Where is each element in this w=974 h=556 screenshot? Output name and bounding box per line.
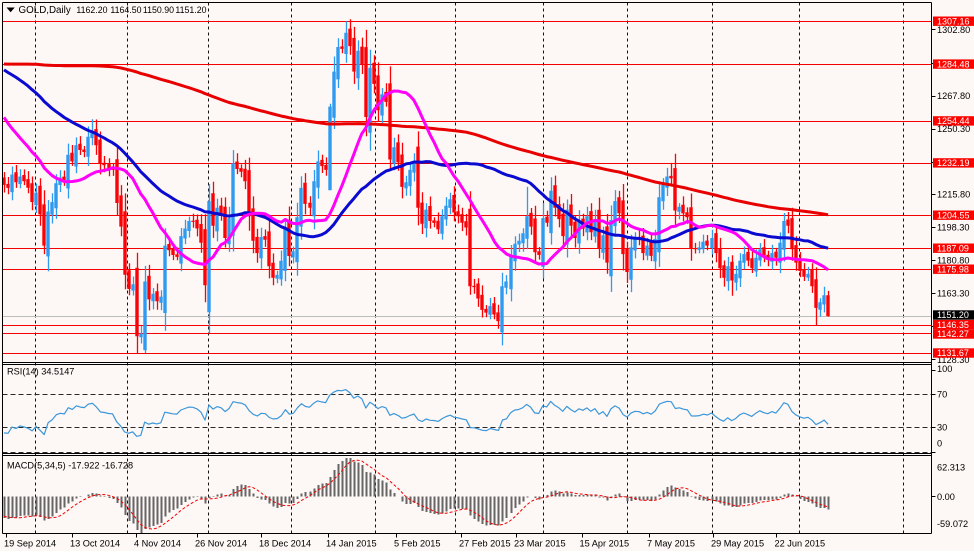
- svg-text:1254.44: 1254.44: [937, 116, 970, 126]
- svg-text:1128.30: 1128.30: [937, 355, 970, 365]
- svg-text:1164.50: 1164.50: [110, 5, 141, 15]
- svg-text:62.313: 62.313: [937, 463, 965, 473]
- svg-text:70: 70: [937, 390, 947, 400]
- svg-text:23 Mar 2015: 23 Mar 2015: [514, 539, 566, 549]
- svg-text:1302.80: 1302.80: [937, 25, 970, 35]
- svg-text:RSI(14) 34.5147: RSI(14) 34.5147: [7, 367, 74, 377]
- svg-text:30: 30: [937, 423, 947, 433]
- svg-text:1163.30: 1163.30: [937, 289, 970, 299]
- svg-text:5 Feb 2015: 5 Feb 2015: [394, 539, 441, 549]
- svg-text:18 Dec 2014: 18 Dec 2014: [259, 539, 311, 549]
- svg-text:13 Oct 2014: 13 Oct 2014: [70, 539, 120, 549]
- svg-text:100: 100: [937, 364, 952, 374]
- svg-text:14 Jan 2015: 14 Jan 2015: [326, 539, 377, 549]
- svg-text:1267.80: 1267.80: [937, 91, 970, 101]
- svg-text:1142.27: 1142.27: [937, 329, 969, 339]
- svg-text:1180.80: 1180.80: [937, 256, 970, 266]
- svg-text:15 Apr 2015: 15 Apr 2015: [580, 539, 630, 549]
- svg-text:1307.16: 1307.16: [937, 16, 970, 26]
- svg-text:1146.35: 1146.35: [937, 320, 969, 330]
- svg-text:1175.98: 1175.98: [937, 264, 969, 274]
- svg-text:27 Feb 2015: 27 Feb 2015: [459, 539, 511, 549]
- svg-text:1204.55: 1204.55: [937, 210, 970, 220]
- svg-text:1187.09: 1187.09: [937, 243, 969, 253]
- svg-text:1151.20: 1151.20: [175, 5, 206, 15]
- svg-text:1131.67: 1131.67: [937, 348, 969, 358]
- svg-text:22 Jun 2015: 22 Jun 2015: [775, 539, 826, 549]
- svg-text:1162.20: 1162.20: [76, 5, 107, 15]
- svg-text:GOLD,Daily: GOLD,Daily: [19, 5, 71, 16]
- svg-text:26 Nov 2014: 26 Nov 2014: [195, 539, 247, 549]
- svg-text:0.00: 0.00: [937, 492, 955, 502]
- svg-text:-59.072: -59.072: [937, 519, 968, 529]
- svg-text:4 Nov 2014: 4 Nov 2014: [134, 539, 181, 549]
- svg-text:1284.48: 1284.48: [937, 59, 970, 69]
- svg-text:1198.30: 1198.30: [937, 223, 970, 233]
- svg-text:29 May 2015: 29 May 2015: [711, 539, 764, 549]
- svg-text:1250.30: 1250.30: [937, 124, 970, 134]
- svg-text:19 Sep 2014: 19 Sep 2014: [4, 539, 56, 549]
- svg-text:1150.90: 1150.90: [143, 5, 174, 15]
- svg-text:1232.19: 1232.19: [937, 158, 970, 168]
- svg-text:1215.80: 1215.80: [937, 189, 970, 199]
- svg-text:MACD(5,34,5) -17.922 -16.728: MACD(5,34,5) -17.922 -16.728: [7, 461, 133, 471]
- svg-text:7 May 2015: 7 May 2015: [647, 539, 695, 549]
- svg-text:0: 0: [937, 439, 942, 449]
- svg-text:1151.20: 1151.20: [937, 310, 969, 320]
